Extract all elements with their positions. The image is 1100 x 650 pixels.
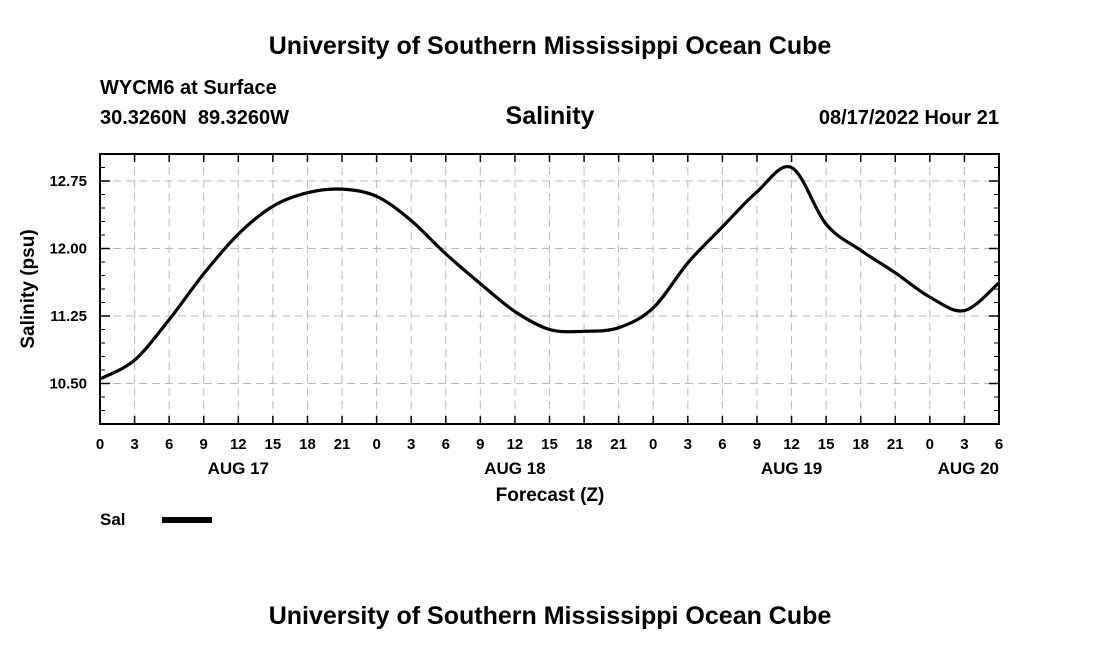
grid — [100, 154, 999, 424]
axis-ticks — [99, 154, 1000, 424]
issued-time: 08/17/2022 Hour 21 — [819, 107, 999, 129]
x-tick-label: 15 — [265, 436, 282, 453]
x-tick-label: 9 — [476, 436, 484, 453]
x-tick-label: 0 — [96, 436, 104, 453]
station-label: WYCM6 at Surface — [100, 77, 277, 99]
x-tick-label: 9 — [753, 436, 761, 453]
date-label: AUG 19 — [761, 459, 822, 478]
x-tick-label: 21 — [887, 436, 904, 453]
x-tick-label: 18 — [852, 436, 869, 453]
x-tick-label: 21 — [610, 436, 627, 453]
plot-frame — [99, 153, 1000, 425]
footer-title: University of Southern Mississippi Ocean… — [269, 602, 832, 630]
legend-label: Sal — [100, 510, 126, 529]
x-tick-label: 12 — [783, 436, 800, 453]
station-coords: 30.3260N 89.3260W — [100, 107, 289, 129]
y-axis-label: Salinity (psu) — [18, 229, 39, 348]
x-tick-label: 12 — [230, 436, 247, 453]
x-tick-label: 3 — [684, 436, 692, 453]
x-tick-label: 3 — [407, 436, 415, 453]
x-axis-label: Forecast (Z) — [496, 485, 605, 506]
x-tick-label: 15 — [818, 436, 835, 453]
x-tick-label: 21 — [334, 436, 351, 453]
x-tick-label: 18 — [299, 436, 316, 453]
x-tick-labels: 0 3 6 9 12 15 18 21 0 3 6 9 12 15 18 21 0 3 6 9 12 15 18 21 0 3 6 — [96, 436, 1003, 453]
y-tick-label: 10.50 — [49, 376, 87, 393]
date-label: AUG 18 — [484, 459, 545, 478]
x-tick-label: 6 — [165, 436, 173, 453]
x-tick-label: 9 — [200, 436, 208, 453]
y-tick-label: 12.75 — [49, 173, 87, 190]
series-layer — [99, 165, 1001, 381]
x-tick-label: 18 — [576, 436, 593, 453]
y-tick-label: 11.25 — [50, 308, 87, 325]
x-tick-label: 15 — [541, 436, 558, 453]
y-tick-label: 12.00 — [49, 241, 87, 258]
legend: Sal — [100, 510, 212, 529]
x-tick-label: 6 — [718, 436, 726, 453]
date-labels: AUG 17 AUG 18 AUG 19 AUG 20 — [208, 459, 999, 478]
x-tick-label: 0 — [649, 436, 657, 453]
x-tick-label: 6 — [442, 436, 450, 453]
x-tick-label: 6 — [995, 436, 1003, 453]
page-title: University of Southern Mississippi Ocean… — [269, 32, 832, 60]
x-tick-label: 3 — [130, 436, 138, 453]
x-tick-label: 12 — [507, 436, 524, 453]
date-label: AUG 20 — [938, 459, 999, 478]
x-tick-label: 0 — [926, 436, 934, 453]
y-tick-labels: 10.50 11.25 12.00 12.75 — [49, 173, 87, 393]
date-label: AUG 17 — [208, 459, 269, 478]
x-tick-label: 3 — [960, 436, 968, 453]
chart-title: Salinity — [506, 102, 595, 130]
series-line-sal — [99, 165, 1001, 381]
x-tick-label: 0 — [372, 436, 380, 453]
